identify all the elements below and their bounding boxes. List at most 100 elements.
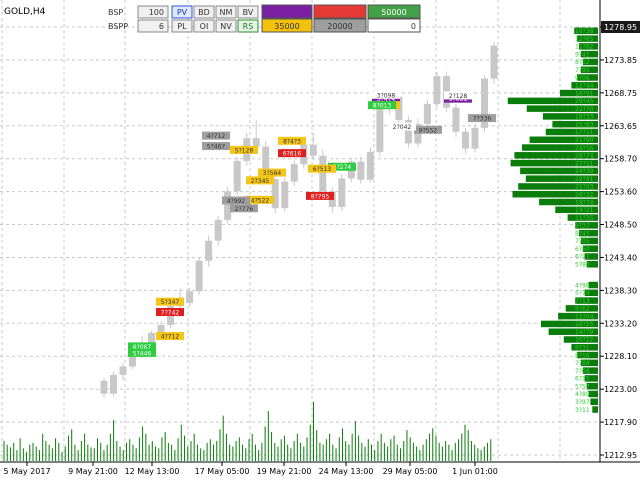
volume-profile-label: 14?21 [575, 207, 594, 214]
candle-body [490, 45, 498, 79]
price-tick-label: 1263.65 [604, 122, 637, 131]
price-tag [230, 204, 258, 213]
volume-profile-bar [555, 206, 598, 214]
bspp-value-field[interactable] [137, 19, 169, 33]
volume-profile-bar [539, 198, 598, 206]
candle-body [366, 151, 374, 180]
volume-profile-label: 7?08 [575, 368, 590, 375]
volume-profile-bar [565, 305, 598, 312]
candle-body [252, 138, 260, 147]
price-tags: 5?4749?0911?5678?0136?6168?4?35?1285?274… [128, 90, 496, 357]
price-tag-label: 3?098 [377, 92, 396, 99]
bv-button[interactable] [237, 5, 259, 19]
price-tick-label: 1258.70 [604, 155, 637, 164]
volume-profile-bar [575, 297, 598, 304]
rs-button[interactable] [237, 19, 259, 33]
time-axis[interactable]: 5 May 2017 9 May 21:00 12 May 13:00 17 May … [3, 462, 498, 476]
bsp-value-field[interactable] [137, 5, 169, 19]
time-tick-label: 9 May 21:00 [68, 467, 118, 476]
volume-profile-bar [571, 82, 598, 89]
price-tag [372, 90, 400, 99]
volume-profile [507, 27, 598, 413]
volume-profile-bar [548, 328, 598, 335]
volume-profile-label: 5?80 [575, 262, 590, 269]
price-tick-label: 1217.90 [604, 418, 637, 427]
candle-body [214, 219, 222, 241]
price-tag [306, 191, 334, 200]
candle-body [404, 120, 412, 144]
price-tag [414, 125, 442, 134]
yellow-threshold-box[interactable] [261, 18, 313, 33]
volume-profile-bar [520, 167, 598, 175]
volume-profile-bar [592, 406, 598, 413]
green-threshold-box[interactable] [367, 4, 421, 19]
time-tick-label: 5 May 2017 [3, 467, 50, 476]
price-tag-label: 4?992 [227, 198, 246, 205]
red-threshold-box[interactable] [313, 4, 367, 19]
grey-threshold-box[interactable] [313, 18, 367, 33]
nm-label: NM [220, 8, 233, 17]
price-tag-label: 6?513 [313, 166, 332, 173]
yellow-threshold-value: 35000 [274, 22, 299, 31]
pv-button[interactable] [171, 5, 193, 19]
volume-profile-bar [582, 245, 598, 252]
candle-body [100, 380, 108, 394]
price-tag-label: 4?712 [161, 334, 180, 341]
price-tag [202, 141, 230, 150]
volume-profile-label: 3?11 [575, 407, 590, 414]
price-tag-label: 2?345 [251, 178, 270, 185]
nm-button[interactable] [215, 5, 237, 19]
volume-profile-bar [588, 281, 598, 289]
volume-profile-label: 14?79 [575, 329, 594, 336]
volume-profile-label: 6?60 [575, 246, 590, 253]
price-tag-label: 6?616 [283, 151, 302, 158]
volume-profile-bar [586, 382, 598, 390]
bsp-value: 100 [149, 8, 164, 17]
price-tag-label: 7?336 [473, 116, 492, 123]
volume-profile-bar [574, 27, 598, 35]
price-tag [202, 131, 230, 140]
volume-histogram [3, 402, 492, 461]
volume-profile-label: 4?89 [575, 391, 590, 398]
candle-body [423, 103, 431, 124]
price-tick-label: 1253.60 [604, 188, 637, 197]
volume-profile-bar [580, 359, 598, 367]
candle-body [262, 146, 270, 180]
volume-profile-label: 9?06 [575, 75, 590, 82]
price-tag-label: 5?347 [161, 299, 180, 306]
nv-button[interactable] [215, 19, 237, 33]
volume-profile-label: 24?56 [575, 145, 594, 152]
time-tick-label: 24 May 13:00 [319, 467, 374, 476]
pl-button[interactable] [171, 19, 193, 33]
bd-button[interactable] [193, 5, 215, 19]
purple-threshold-box[interactable] [261, 4, 313, 19]
nv-label: NV [220, 22, 232, 31]
volume-profile-bar [577, 351, 598, 359]
price-tag [388, 122, 416, 131]
price-tag [308, 164, 336, 173]
volume-profile-label: 7?95 [575, 67, 590, 74]
candle-body [281, 181, 289, 209]
volume-profile-bar [522, 144, 598, 151]
control-panel: BSP 100 PV BD NM BV 50000 BSPP 6 PL OI N… [108, 4, 421, 33]
volume-profile-label: 9?31 [575, 345, 590, 352]
candle-body [480, 78, 488, 128]
current-price-marker [601, 21, 640, 33]
price-tag-label: 4?712 [207, 133, 226, 140]
price-tag [246, 176, 274, 185]
volume-profile-bar [529, 136, 598, 144]
volume-profile-label: 12?65 [575, 36, 594, 43]
price-axis[interactable]: 1278.95 1273.85 1268.75 1263.65 1258.70 1253.… [600, 21, 640, 460]
current-price-label: 1278.95 [604, 23, 637, 32]
oi-button[interactable] [193, 19, 215, 33]
time-tick-label: 29 May 05:00 [383, 467, 438, 476]
price-tick-label: 1243.40 [604, 253, 637, 262]
volume-profile-bar [542, 113, 598, 120]
volume-profile-label: 25?03 [575, 184, 594, 191]
volume-profile-label: 10?38 [575, 28, 594, 35]
volume-profile-label: 29?45 [575, 98, 594, 105]
pv-label: PV [177, 8, 188, 17]
volume-profile-label: 5?79 [575, 290, 590, 297]
white-threshold-box[interactable] [367, 18, 421, 33]
